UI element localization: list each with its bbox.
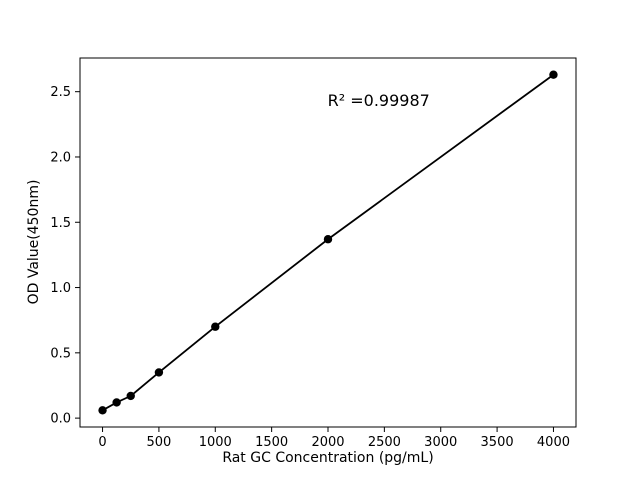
data-point	[549, 70, 558, 79]
x-tick-label: 2500	[368, 435, 401, 450]
y-axis-label: OD Value(450nm)	[26, 180, 42, 305]
data-point	[112, 398, 121, 407]
plot-area: 0 500 1000 1500 2000 2500 3000 3500 4000 0.0 0.5 1.…	[50, 57, 577, 450]
x-tick-label: 1000	[199, 435, 232, 450]
y-tick-label: 0.0	[50, 412, 71, 427]
data-point	[154, 368, 164, 377]
y-tick-label: 0.5	[50, 346, 71, 361]
x-axis-label: Rat GC Concentration (pg/mL)	[222, 450, 433, 466]
x-tick-label: 3500	[481, 435, 514, 450]
y-tick-label: 2.0	[50, 150, 71, 165]
x-tick-label: 2000	[311, 435, 344, 450]
data-point	[98, 406, 107, 415]
y-tick-label: 1.5	[50, 216, 71, 231]
data-point	[126, 391, 135, 401]
y-tick-label: 2.5	[50, 85, 71, 100]
x-tick-label: 3000	[424, 435, 457, 450]
r-squared-annotation: R² =0.99987	[328, 91, 430, 110]
data-point	[323, 235, 333, 244]
x-tick-label: 4000	[537, 435, 570, 450]
x-tick-label: 500	[146, 435, 171, 450]
x-tick-label: 1500	[255, 435, 288, 450]
data-point	[211, 322, 220, 331]
y-tick-label: 1.0	[50, 281, 71, 296]
x-tick-label: 0	[98, 435, 106, 450]
